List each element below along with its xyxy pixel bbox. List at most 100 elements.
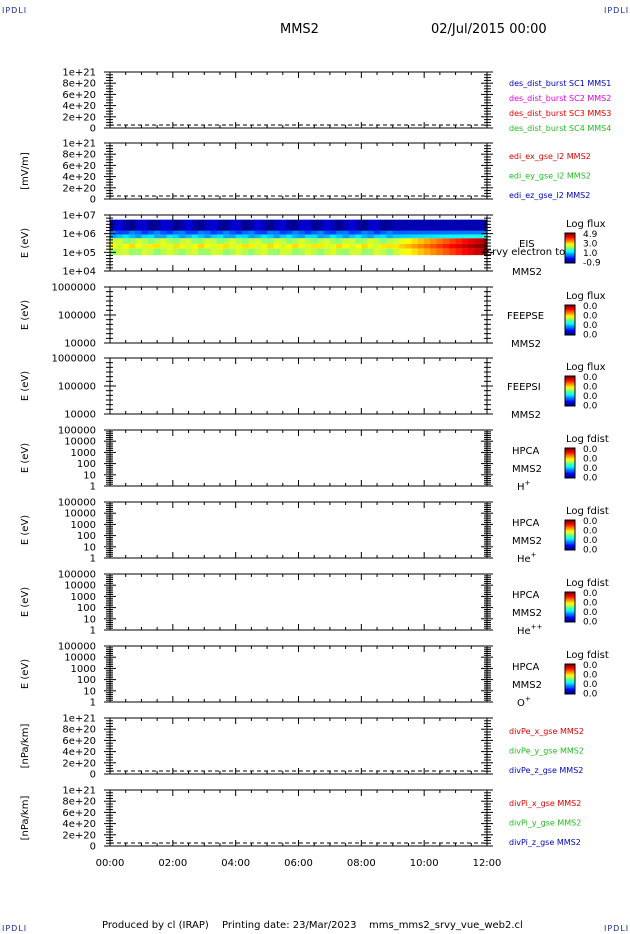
- spacecraft-label: MMS2: [511, 339, 541, 350]
- spectrogram-cell: [355, 230, 362, 235]
- spectrogram-cell: [399, 234, 406, 239]
- spectrogram-cell: [160, 219, 168, 231]
- spectrogram-cell: [436, 230, 444, 235]
- spectrogram-cell: [223, 243, 230, 249]
- y-tick-label: 6e+20: [62, 808, 96, 819]
- spectrogram-cell: [405, 230, 413, 235]
- spectrogram-cell: [342, 219, 350, 231]
- colorbar-segment: [565, 308, 575, 311]
- spectrogram-cell: [229, 243, 237, 249]
- spectrogram-cell: [235, 230, 243, 235]
- y-tick-label: 100000: [58, 426, 96, 437]
- spectrogram-cell: [361, 243, 369, 249]
- spectrogram-cell: [197, 234, 205, 239]
- spectrogram-cell: [260, 248, 268, 256]
- colorbar-segment: [565, 248, 575, 250]
- colorbar-segment: [565, 258, 575, 260]
- spectrogram-cell: [329, 238, 337, 244]
- spectrogram-cell: [424, 219, 432, 231]
- y-tick-label: 10000: [64, 339, 96, 350]
- colorbar-segment: [565, 323, 575, 326]
- colorbar-segment: [565, 689, 575, 691]
- colorbar-segment: [565, 610, 575, 613]
- page-title: MMS2: [280, 22, 319, 37]
- panel-frame: [109, 357, 488, 415]
- spectrogram-cell: [355, 234, 362, 239]
- colorbar-segment: [565, 331, 575, 333]
- spectrogram-cell: [229, 238, 237, 244]
- spectrogram-cell: [135, 243, 143, 249]
- colorbar-segment: [565, 235, 575, 238]
- spectrogram-cell: [160, 234, 168, 239]
- spectrogram-cell: [179, 238, 186, 244]
- colorbar-label: 0.0: [583, 690, 598, 700]
- colorbar-label: 0.0: [583, 546, 598, 556]
- spectrogram-cell: [336, 230, 344, 235]
- spectrogram-cell: [348, 219, 356, 231]
- colorbar-segment: [565, 388, 575, 391]
- spectrogram-cell: [348, 238, 356, 244]
- spectrogram-cell: [216, 219, 224, 231]
- colorbar-segment: [565, 686, 575, 689]
- colorbar-segment: [565, 618, 575, 620]
- spectrogram-cell: [329, 243, 337, 249]
- spectrogram-cell: [191, 230, 199, 235]
- spectrogram-cell: [424, 238, 432, 244]
- y-tick-label: 8e+20: [62, 797, 96, 808]
- spectrogram-cell: [223, 248, 230, 256]
- spectrogram-cell: [128, 248, 136, 256]
- y-tick-label: 100000: [58, 311, 96, 322]
- spectrogram-cell: [267, 230, 274, 235]
- colorbar-segment: [565, 386, 575, 388]
- y-tick-label: 1: [90, 482, 96, 493]
- spectrogram-cell: [436, 234, 444, 239]
- spectrogram-cell: [443, 230, 450, 235]
- spectrogram-cell: [241, 234, 249, 239]
- spectrogram-cell: [411, 230, 419, 235]
- spectrogram-cell: [147, 234, 155, 239]
- y-tick-label: 100: [77, 459, 96, 470]
- spectrogram-cell: [223, 230, 230, 235]
- spectrogram-cell: [210, 238, 218, 244]
- plot-date: 02/Jul/2015 00:00: [431, 22, 547, 37]
- spectrogram-cell: [153, 230, 161, 235]
- spectrogram-cell: [455, 230, 463, 235]
- spectrogram-cell: [424, 234, 432, 239]
- spectrogram-cell: [292, 238, 300, 244]
- spectrogram-cell: [260, 219, 268, 231]
- spectrogram-cell: [191, 238, 199, 244]
- spectrogram-cell: [455, 238, 463, 244]
- spectrogram-cell: [254, 248, 262, 256]
- colorbar-segment: [565, 684, 575, 686]
- colorbar-segment: [565, 608, 575, 610]
- spectrogram-cell: [449, 234, 457, 239]
- spectrogram-cell: [210, 234, 218, 239]
- colorbar-label: 0.0: [583, 331, 598, 341]
- footer-script-name: mms_mms2_srvy_vue_web2.cl: [369, 920, 523, 931]
- x-tick-label: 00:00: [96, 858, 125, 869]
- colorbar-segment: [565, 602, 575, 604]
- spectrogram-cell: [128, 234, 136, 239]
- y-axis-label: E (eV): [20, 300, 31, 330]
- colorbar-segment: [565, 397, 575, 399]
- spectrogram-cell: [191, 243, 199, 249]
- spectrogram-cell: [210, 219, 218, 231]
- spectrogram-cell: [254, 230, 262, 235]
- colorbar-segment: [565, 459, 575, 461]
- colorbar-title: Log flux: [566, 362, 606, 373]
- y-axis-label: [nPa/km]: [20, 796, 31, 841]
- panel-frame: [109, 142, 488, 200]
- colorbar-label: 0.0: [583, 680, 598, 690]
- colorbar-segment: [565, 384, 575, 387]
- spectrogram-cell: [367, 248, 375, 256]
- legend-entry: edi_ez_gse_l2 MMS2: [509, 191, 590, 200]
- colorbar-segment: [565, 243, 575, 245]
- spectrogram-cell: [405, 248, 413, 256]
- colorbar-segment: [565, 592, 575, 594]
- spectrogram-cell: [342, 230, 350, 235]
- spectrogram-cell: [361, 238, 369, 244]
- spacecraft-label: MMS2: [512, 267, 542, 278]
- spectrogram-cell: [399, 248, 406, 256]
- spectrogram-cell: [116, 238, 124, 244]
- colorbar-segment: [565, 450, 575, 453]
